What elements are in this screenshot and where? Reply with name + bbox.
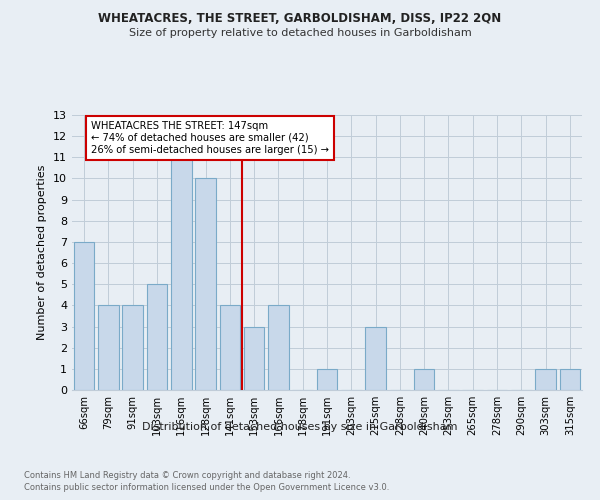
Bar bbox=[74, 242, 94, 390]
Text: Distribution of detached houses by size in Garboldisham: Distribution of detached houses by size … bbox=[142, 422, 458, 432]
Bar bbox=[268, 306, 289, 390]
Bar bbox=[317, 369, 337, 390]
Text: Contains HM Land Registry data © Crown copyright and database right 2024.: Contains HM Land Registry data © Crown c… bbox=[24, 471, 350, 480]
Bar bbox=[244, 326, 265, 390]
Bar bbox=[98, 306, 119, 390]
Bar bbox=[220, 306, 240, 390]
Bar bbox=[560, 369, 580, 390]
Text: Size of property relative to detached houses in Garboldisham: Size of property relative to detached ho… bbox=[128, 28, 472, 38]
Text: WHEATACRES THE STREET: 147sqm
← 74% of detached houses are smaller (42)
26% of s: WHEATACRES THE STREET: 147sqm ← 74% of d… bbox=[91, 122, 329, 154]
Bar bbox=[146, 284, 167, 390]
Bar bbox=[535, 369, 556, 390]
Y-axis label: Number of detached properties: Number of detached properties bbox=[37, 165, 47, 340]
Bar bbox=[122, 306, 143, 390]
Text: WHEATACRES, THE STREET, GARBOLDISHAM, DISS, IP22 2QN: WHEATACRES, THE STREET, GARBOLDISHAM, DI… bbox=[98, 12, 502, 26]
Bar bbox=[365, 326, 386, 390]
Bar bbox=[171, 158, 191, 390]
Bar bbox=[195, 178, 216, 390]
Bar bbox=[414, 369, 434, 390]
Text: Contains public sector information licensed under the Open Government Licence v3: Contains public sector information licen… bbox=[24, 484, 389, 492]
